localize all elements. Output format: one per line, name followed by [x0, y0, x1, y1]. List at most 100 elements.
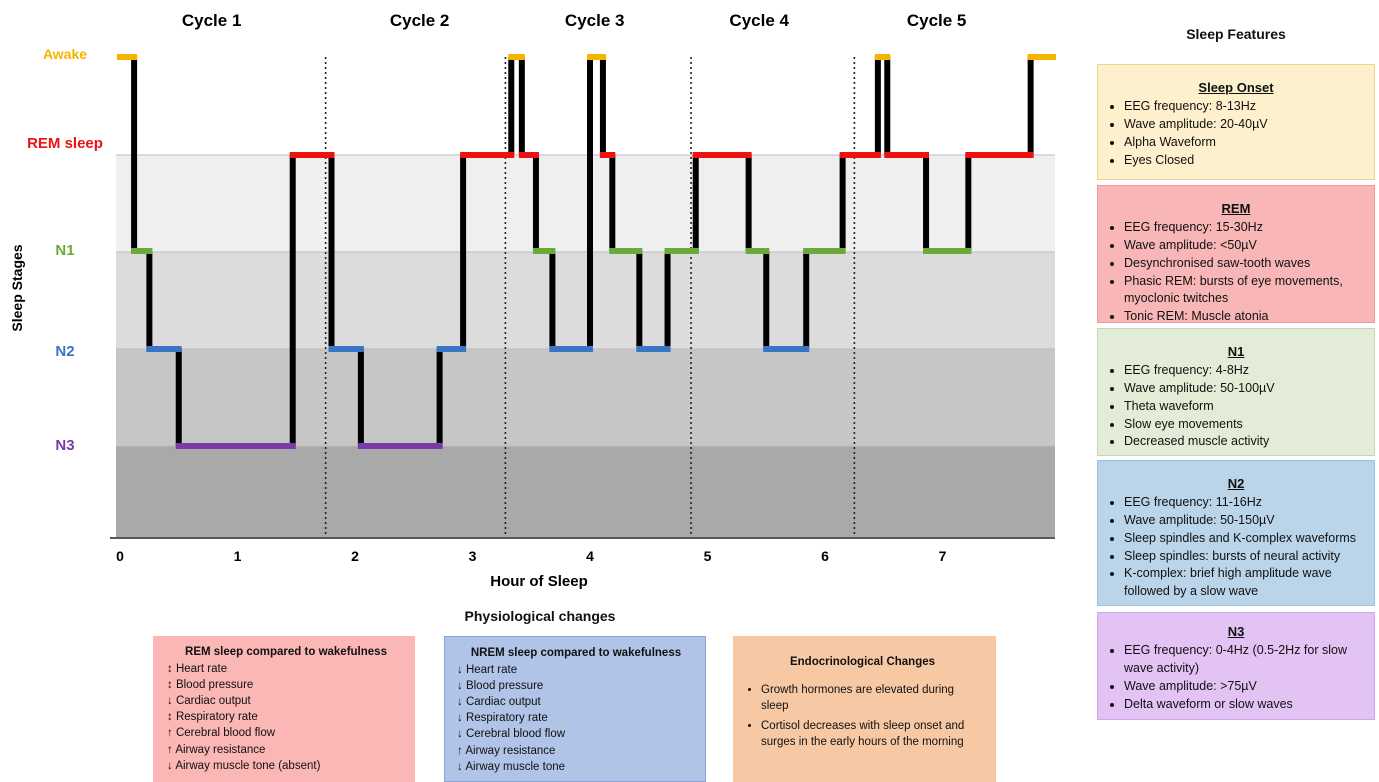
- x-axis-label: Hour of Sleep: [490, 573, 588, 590]
- feature-item: Desynchronised saw-tooth waves: [1124, 255, 1368, 273]
- feature-item: Delta waveform or slow waves: [1124, 696, 1368, 714]
- x-tick-label: 2: [351, 548, 359, 564]
- feature-item: EEG frequency: 11-16Hz: [1124, 494, 1368, 512]
- feature-item: EEG frequency: 8-13Hz: [1124, 98, 1368, 116]
- feature-list: EEG frequency: 15-30HzWave amplitude: <5…: [1104, 219, 1368, 326]
- endocrine-item: Growth hormones are elevated during slee…: [761, 682, 984, 714]
- physiology-item: Cardiac output: [175, 695, 251, 708]
- physiology-item: Airway resistance: [465, 744, 556, 757]
- physiology-row: ↓ Blood pressure: [457, 678, 695, 694]
- rem-physiology-list: ↕ Heart rate ↕ Blood pressure ↓ Cardiac ou…: [167, 661, 405, 774]
- nrem-physiology-box: NREM sleep compared to wakefulness ↓ Hea…: [444, 636, 706, 782]
- feature-box-sleep-onset: Sleep Onset EEG frequency: 8-13HzWave amp…: [1097, 64, 1375, 180]
- feature-title: Sleep Onset: [1198, 80, 1274, 95]
- arrow-down-icon: ↓: [457, 712, 466, 725]
- stage-label-rem-sleep: REM sleep: [27, 135, 103, 152]
- physiology-row: ↑ Airway resistance: [457, 743, 695, 759]
- physiology-item: Blood pressure: [465, 680, 544, 693]
- cycle-labels: Cycle 1 Cycle 2 Cycle 3 Cycle 4 Cycle 5: [182, 11, 967, 30]
- physiology-item: Heart rate: [175, 663, 228, 676]
- physiology-item: Respiratory rate: [175, 711, 258, 724]
- physiology-row: ↑ Airway resistance: [167, 742, 405, 758]
- feature-item: Tonic REM: Muscle atonia: [1124, 308, 1368, 326]
- cycle-label: Cycle 2: [390, 11, 450, 30]
- feature-item: Eyes Closed: [1124, 152, 1368, 170]
- arrow-down-icon: ↓: [457, 760, 466, 773]
- arrow-up-icon: ↑: [457, 744, 466, 757]
- feature-item: Theta waveform: [1124, 398, 1368, 416]
- physiology-row: ↓ Respiratory rate: [457, 710, 695, 726]
- physiology-item: Cardiac output: [465, 696, 541, 709]
- endocrine-list: Growth hormones are elevated during slee…: [741, 682, 984, 750]
- feature-item: Wave amplitude: 50-150µV: [1124, 512, 1368, 530]
- endocrine-box: Endocrinological Changes Growth hormones…: [733, 636, 996, 782]
- physiology-item: Airway resistance: [175, 743, 266, 756]
- band-n1: [116, 252, 1055, 349]
- feature-item: Wave amplitude: >75µV: [1124, 678, 1368, 696]
- sleep-features-title: Sleep Features: [1186, 26, 1286, 42]
- rem-physiology-box: REM sleep compared to wakefulness ↕ Hear…: [153, 636, 415, 782]
- feature-item: Wave amplitude: 20-40µV: [1124, 116, 1368, 134]
- cycle-dividers: [324, 57, 856, 537]
- physiology-row: ↓ Cardiac output: [457, 694, 695, 710]
- feature-list: EEG frequency: 11-16HzWave amplitude: 50…: [1104, 494, 1368, 601]
- physiology-item: Airway muscle tone (absent): [175, 759, 321, 772]
- physiology-item: Cerebral blood flow: [175, 727, 276, 740]
- physiology-row: ↕ Respiratory rate: [167, 709, 405, 725]
- arrow-down-icon: ↓: [457, 680, 466, 693]
- feature-box-rem: REM EEG frequency: 15-30HzWave amplitude:…: [1097, 185, 1375, 323]
- feature-item: EEG frequency: 0-4Hz (0.5-2Hz for slow w…: [1124, 642, 1368, 678]
- x-tick-label: 5: [704, 548, 712, 564]
- vertical-transitions: [131, 57, 1034, 446]
- feature-list: EEG frequency: 4-8HzWave amplitude: 50-1…: [1104, 362, 1368, 451]
- feature-list: EEG frequency: 0-4Hz (0.5-2Hz for slow w…: [1104, 642, 1368, 713]
- feature-item: Wave amplitude: <50µV: [1124, 237, 1368, 255]
- stage-segments: [117, 54, 1056, 449]
- x-axis: 0 1 2 3 4 5 6 7: [110, 537, 1055, 564]
- stage-label-awake: Awake: [43, 46, 87, 62]
- x-tick-label: 6: [821, 548, 829, 564]
- physiology-row: ↓ Cerebral blood flow: [457, 726, 695, 742]
- physiology-item: Blood pressure: [175, 679, 254, 692]
- cycle-label: Cycle 3: [565, 11, 625, 30]
- stage-bands: [116, 154, 1055, 537]
- cycle-label: Cycle 5: [907, 11, 967, 30]
- feature-item: Phasic REM: bursts of eye movements, myo…: [1124, 273, 1368, 309]
- physiology-item: Cerebral blood flow: [465, 728, 566, 741]
- arrow-down-icon: ↓: [457, 728, 466, 741]
- arrow-down-icon: ↓: [167, 695, 176, 708]
- arrow-updown-icon: ↕: [167, 711, 176, 724]
- cycle-label: Cycle 4: [729, 11, 789, 30]
- arrow-down-icon: ↓: [457, 664, 466, 677]
- feature-item: EEG frequency: 4-8Hz: [1124, 362, 1368, 380]
- nrem-physiology-title: NREM sleep compared to wakefulness: [470, 647, 682, 659]
- x-tick-label: 4: [586, 548, 594, 564]
- physiology-row: ↓ Airway muscle tone (absent): [167, 758, 405, 774]
- physiological-changes-title: Physiological changes: [464, 608, 616, 624]
- rem-physiology-title: REM sleep compared to wakefulness: [185, 646, 387, 658]
- arrow-up-icon: ↑: [167, 743, 176, 756]
- feature-box-n3: N3 EEG frequency: 0-4Hz (0.5-2Hz for slow…: [1097, 612, 1375, 720]
- x-tick-label: 7: [939, 548, 947, 564]
- feature-item: Decreased muscle activity: [1124, 433, 1368, 451]
- arrow-updown-icon: ↕: [167, 679, 176, 692]
- band-n3: [116, 446, 1055, 537]
- feature-item: K-complex: brief high amplitude wave fol…: [1124, 565, 1368, 601]
- stage-labels: Awake REM sleep N1 N2 N3: [27, 46, 103, 454]
- physiology-item: Heart rate: [465, 664, 518, 677]
- physiology-row: ↓ Heart rate: [457, 662, 695, 678]
- physiology-row: ↓ Cardiac output: [167, 693, 405, 709]
- feature-list: EEG frequency: 8-13HzWave amplitude: 20-…: [1104, 98, 1368, 169]
- feature-item: Alpha Waveform: [1124, 134, 1368, 152]
- stage-label-n3: N3: [55, 437, 74, 454]
- feature-title: REM: [1221, 201, 1251, 216]
- physiology-row: ↑ Cerebral blood flow: [167, 725, 405, 741]
- physiology-row: ↕ Heart rate: [167, 661, 405, 677]
- physiology-row: ↓ Airway muscle tone: [457, 759, 695, 775]
- band-rem-sleep: [116, 155, 1055, 252]
- physiology-row: ↕ Blood pressure: [167, 677, 405, 693]
- arrow-up-icon: ↑: [167, 727, 176, 740]
- arrow-down-icon: ↓: [457, 696, 466, 709]
- feature-item: EEG frequency: 15-30Hz: [1124, 219, 1368, 237]
